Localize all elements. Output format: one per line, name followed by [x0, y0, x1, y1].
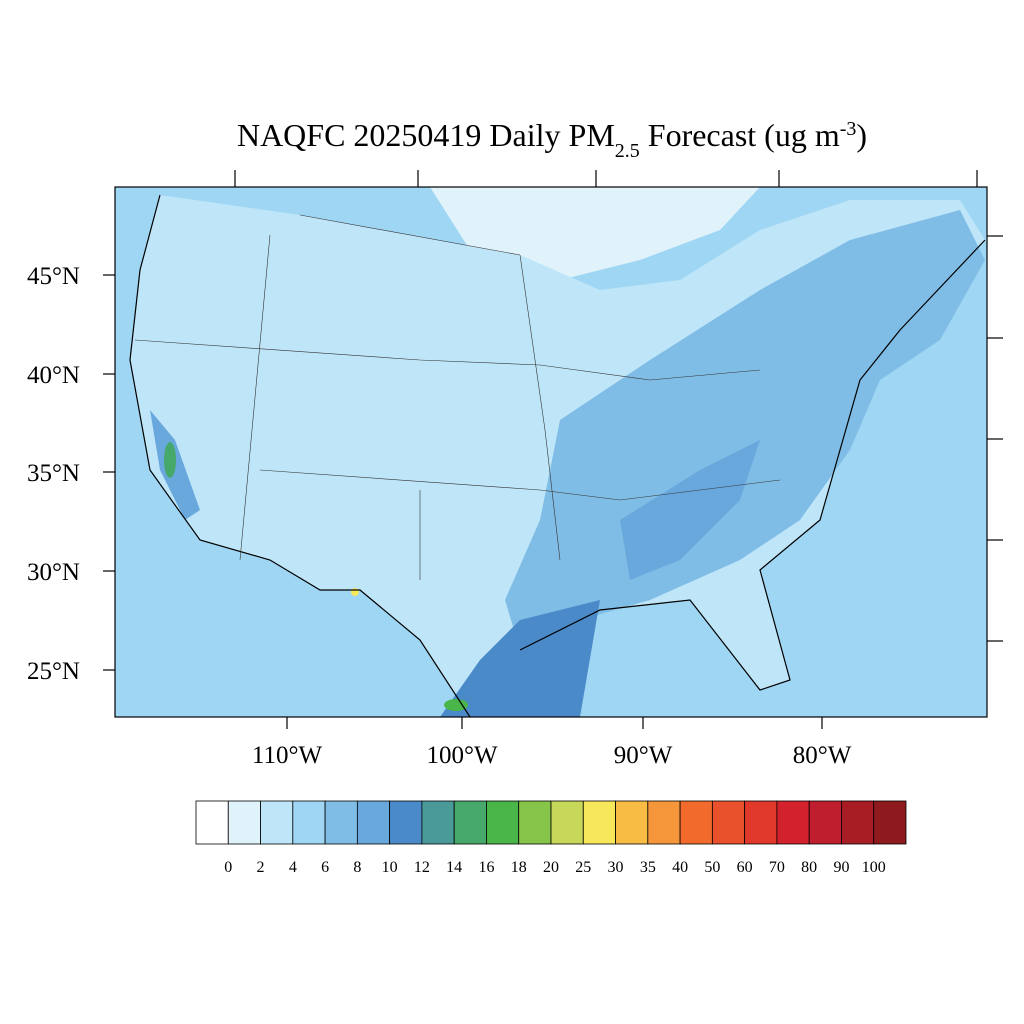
- colorbar-label: 90: [833, 859, 849, 876]
- colorbar-label: 60: [737, 859, 753, 876]
- colorbar-label: 80: [801, 859, 817, 876]
- colorbar-box: [615, 800, 649, 845]
- state-lines: [134, 214, 781, 580]
- map-field: [115, 187, 987, 717]
- colorbar-label: 12: [414, 859, 430, 876]
- colorbar-label: 16: [478, 859, 494, 876]
- coastline: [129, 194, 986, 717]
- colorbar-box: [841, 800, 875, 845]
- colorbar-box: [679, 800, 713, 845]
- colorbar-box: [744, 800, 778, 845]
- frame-ticks: [234, 170, 1003, 642]
- colorbar-label: 50: [704, 859, 720, 876]
- colorbar-label: 40: [672, 859, 688, 876]
- colorbar-box: [195, 800, 229, 845]
- lon-label: 100°W: [426, 742, 497, 769]
- colorbar-box: [292, 800, 326, 845]
- colorbar-box: [260, 800, 294, 845]
- colorbar-box: [356, 800, 391, 845]
- hotspot: [444, 699, 468, 711]
- colorbar-box: [389, 800, 423, 845]
- colorbar-box: [711, 800, 746, 845]
- hotspot: [351, 588, 359, 596]
- title-after: Forecast (ug m: [640, 117, 840, 153]
- colorbar-label: 2: [257, 859, 265, 876]
- colorbar-box: [421, 800, 455, 845]
- colorbar-label: 6: [321, 859, 329, 876]
- region-mid2: [620, 440, 760, 580]
- colorbar-label: 10: [382, 859, 398, 876]
- lon-label: 90°W: [614, 742, 673, 769]
- colorbar-box: [324, 800, 358, 845]
- colorbar-label: 14: [446, 859, 462, 876]
- title-main: NAQFC 20250419 Daily PM: [237, 117, 615, 153]
- colorbar-box: [227, 800, 261, 845]
- lat-label: 45°N: [27, 263, 80, 290]
- colorbar-box: [486, 800, 520, 845]
- colorbar-box: [518, 800, 552, 845]
- colorbar-label: 30: [608, 859, 624, 876]
- title: NAQFC 20250419 Daily PM2.5 Forecast (ug …: [237, 117, 867, 162]
- colorbar-label: 35: [640, 859, 656, 876]
- title-sup: -3: [840, 118, 857, 140]
- map-frame: [114, 186, 988, 718]
- colorbar-box: [453, 800, 487, 845]
- lon-label: 110°W: [252, 742, 323, 769]
- lat-label: 40°N: [27, 362, 80, 389]
- colorbar-label: 70: [769, 859, 785, 876]
- colorbar-box: [647, 800, 681, 845]
- colorbar-box: [873, 800, 907, 845]
- lon-label: 80°W: [793, 742, 852, 769]
- lat-label: 25°N: [27, 658, 80, 685]
- colorbar-box: [550, 800, 584, 845]
- lat-label: 35°N: [27, 460, 80, 487]
- colorbar-box: [582, 800, 616, 845]
- colorbar-label: 0: [224, 859, 232, 876]
- colorbar-label: 25: [575, 859, 591, 876]
- region-high: [440, 600, 600, 717]
- colorbar-label: 100: [862, 859, 886, 876]
- title-end: ): [856, 117, 867, 153]
- colorbar-box: [776, 800, 810, 845]
- colorbar-label: 18: [511, 859, 527, 876]
- colorbar-label: 20: [543, 859, 559, 876]
- colorbar-box: [808, 800, 842, 845]
- colorbar-label: 4: [289, 859, 297, 876]
- lat-label: 30°N: [27, 559, 80, 586]
- colorbar-label: 8: [353, 859, 361, 876]
- hotspot: [164, 442, 176, 478]
- title-sub: 2.5: [615, 140, 640, 162]
